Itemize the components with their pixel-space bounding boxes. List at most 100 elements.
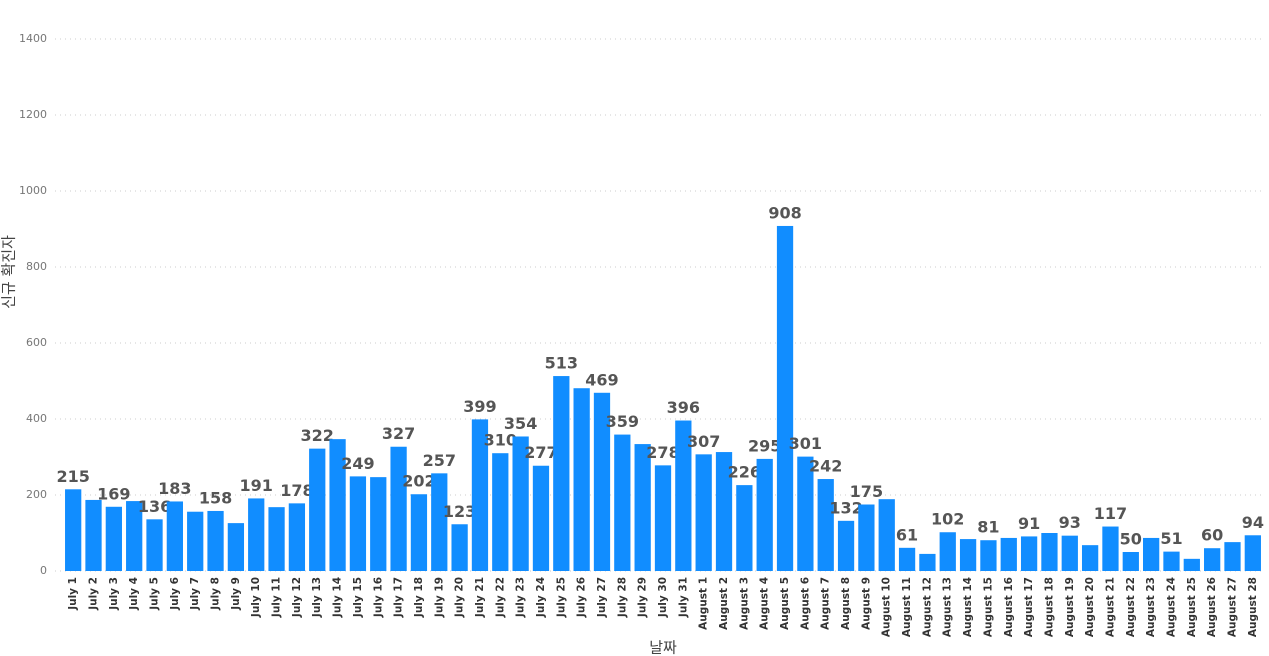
data-label: 94 xyxy=(1242,513,1264,532)
bar xyxy=(1000,537,1017,571)
data-label: 295 xyxy=(748,436,781,455)
x-tick-label: July 16 xyxy=(372,577,384,618)
bar xyxy=(187,511,204,571)
y-tick-label: 0 xyxy=(40,564,47,577)
y-tick-label: 1200 xyxy=(19,108,47,121)
x-tick-label: July 26 xyxy=(576,577,588,618)
bar xyxy=(288,503,306,571)
x-tick-label: July 12 xyxy=(291,577,303,618)
x-tick-label: July 5 xyxy=(149,577,161,611)
x-tick-label: August 25 xyxy=(1186,577,1198,637)
bar xyxy=(593,392,611,571)
x-tick-label: August 3 xyxy=(738,577,750,630)
data-label: 399 xyxy=(463,397,496,416)
bar xyxy=(146,519,163,571)
data-label: 158 xyxy=(199,488,232,507)
data-label: 242 xyxy=(809,457,842,476)
y-tick-label: 800 xyxy=(26,260,47,273)
bar xyxy=(1204,548,1221,571)
data-label: 226 xyxy=(728,463,761,482)
x-tick-label: August 12 xyxy=(921,577,933,637)
bar xyxy=(980,540,997,571)
x-tick-label: July 13 xyxy=(311,577,323,618)
bar xyxy=(248,498,265,571)
data-label: 191 xyxy=(240,476,273,495)
bar xyxy=(268,507,285,571)
data-label: 202 xyxy=(402,472,435,491)
bar xyxy=(1122,552,1139,571)
x-tick-label: August 16 xyxy=(1003,577,1015,637)
data-label: 136 xyxy=(138,497,171,516)
x-tick-label: August 21 xyxy=(1104,577,1116,637)
bar xyxy=(715,452,733,571)
bar xyxy=(797,456,814,571)
y-tick-label: 400 xyxy=(26,412,47,425)
x-tick-label: July 9 xyxy=(230,577,242,611)
y-tick-label: 1400 xyxy=(19,32,47,45)
bar xyxy=(776,225,794,571)
bar xyxy=(756,458,773,571)
data-label: 301 xyxy=(789,434,822,453)
data-label: 249 xyxy=(341,454,374,473)
x-tick-label: August 28 xyxy=(1247,577,1259,637)
data-label: 175 xyxy=(850,482,883,501)
x-tick-label: August 10 xyxy=(881,577,893,637)
data-label: 93 xyxy=(1059,513,1081,532)
x-tick-label: July 4 xyxy=(128,577,140,611)
data-label: 513 xyxy=(545,354,578,373)
data-label: 132 xyxy=(829,498,862,517)
x-tick-label: July 19 xyxy=(433,577,445,618)
x-tick-label: August 13 xyxy=(942,577,954,637)
x-tick-label: July 2 xyxy=(88,577,100,611)
data-label: 178 xyxy=(280,481,313,500)
x-tick-label: August 27 xyxy=(1226,577,1238,637)
bar xyxy=(1183,558,1200,571)
bar xyxy=(614,434,631,571)
x-tick-label: August 19 xyxy=(1064,577,1076,637)
bar xyxy=(878,499,895,571)
bar xyxy=(1244,535,1261,571)
data-label: 277 xyxy=(524,443,557,462)
x-tick-label: August 15 xyxy=(982,577,994,637)
data-label: 469 xyxy=(585,370,618,389)
data-label: 183 xyxy=(158,479,191,498)
bar xyxy=(512,436,529,571)
x-tick-label: August 17 xyxy=(1023,577,1035,637)
bar xyxy=(471,419,489,571)
x-tick-label: July 17 xyxy=(393,577,405,618)
data-label: 354 xyxy=(504,414,537,433)
x-tick-label: August 11 xyxy=(901,577,913,637)
bar xyxy=(858,504,875,571)
x-tick-label: August 20 xyxy=(1084,577,1096,637)
x-tick-label: August 9 xyxy=(860,577,872,630)
bar xyxy=(654,465,672,571)
bar xyxy=(939,532,956,571)
bar xyxy=(85,499,102,571)
bar xyxy=(959,539,977,571)
data-label: 310 xyxy=(484,431,517,450)
x-tick-label: July 11 xyxy=(271,577,283,618)
x-tick-label: July 25 xyxy=(555,577,567,618)
bar xyxy=(1061,535,1078,571)
data-label: 359 xyxy=(606,412,639,431)
y-tick-label: 200 xyxy=(26,488,47,501)
x-tick-label: August 14 xyxy=(962,577,974,637)
data-label: 91 xyxy=(1018,514,1040,533)
data-label: 102 xyxy=(931,510,964,529)
bar xyxy=(1102,526,1119,571)
bar xyxy=(126,501,143,571)
bar xyxy=(451,524,468,571)
x-tick-label: August 2 xyxy=(718,577,730,630)
x-tick-label: July 27 xyxy=(596,577,608,618)
data-label: 322 xyxy=(301,426,334,445)
data-label: 117 xyxy=(1094,504,1127,523)
y-tick-label: 600 xyxy=(26,336,47,349)
data-label: 60 xyxy=(1201,526,1223,545)
x-tick-label: August 26 xyxy=(1206,577,1218,637)
data-label: 215 xyxy=(56,467,89,486)
x-tick-label: July 3 xyxy=(108,577,120,611)
bar xyxy=(553,376,570,571)
x-tick-label: July 8 xyxy=(210,577,222,611)
x-tick-label: August 6 xyxy=(799,577,811,630)
